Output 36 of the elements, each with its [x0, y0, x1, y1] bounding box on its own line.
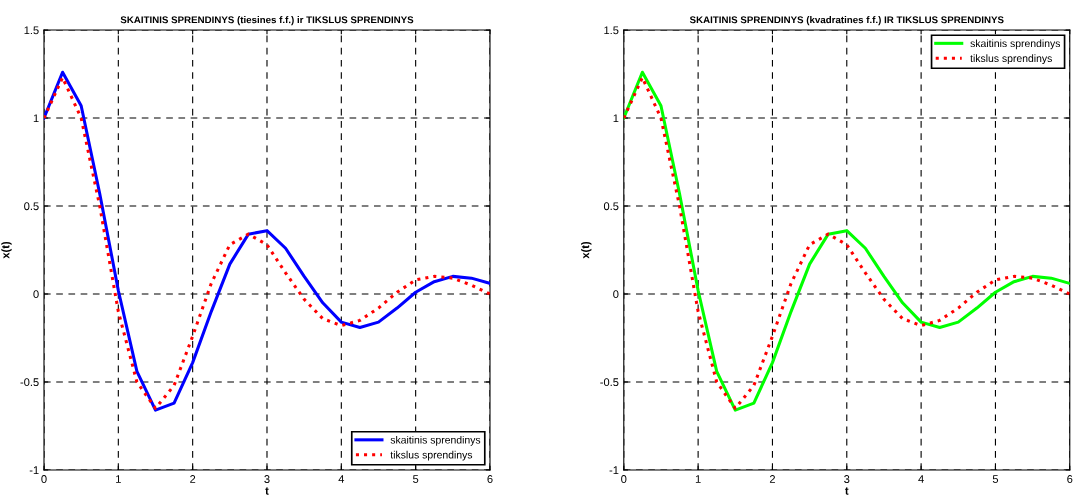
- y-tick-label: 0.5: [24, 202, 39, 211]
- x-tick-label: 4: [918, 475, 924, 483]
- x-axis-title: t: [265, 487, 269, 495]
- y-tick-label: 1: [613, 114, 619, 123]
- legend-label: tikslus sprendinys: [390, 450, 473, 461]
- y-tick-label: 0: [33, 290, 39, 299]
- y-tick-label: -0.5: [20, 378, 39, 387]
- x-tick-label: 5: [413, 475, 419, 483]
- y-tick-label: 1.5: [604, 26, 619, 35]
- y-tick-label: 0.5: [603, 202, 619, 211]
- y-axis-title: x(t): [1, 241, 12, 259]
- x-tick-label: 0: [41, 475, 47, 483]
- legend-label: skaitinis sprendinys: [970, 39, 1061, 50]
- y-axis-title: x(t): [581, 241, 592, 259]
- x-tick-label: 2: [190, 475, 196, 483]
- x-tick-label: 0: [621, 475, 627, 483]
- chart-title: SKAITINIS SPRENDINYS (kvadratines f.f.) IR TIKSLUS SPRENDINYS: [689, 16, 1004, 26]
- legend-label: skaitinis sprendinys: [390, 435, 481, 446]
- x-tick-label: 3: [264, 475, 270, 483]
- y-tick-label: -1: [29, 466, 39, 474]
- y-tick-label: -1: [609, 466, 619, 474]
- y-tick-label: 1.5: [24, 26, 39, 35]
- x-tick-label: 5: [992, 475, 999, 483]
- y-tick-label: -0.5: [600, 378, 619, 387]
- y-tick-label: 0: [613, 290, 619, 299]
- x-tick-label: 6: [487, 475, 493, 483]
- y-tick-label: 1: [33, 114, 39, 123]
- x-tick-label: 4: [338, 475, 345, 483]
- x-axis-title: t: [845, 487, 849, 495]
- x-tick-label: 3: [844, 475, 850, 483]
- legend-label: tikslus sprendinys: [970, 54, 1052, 65]
- x-tick-label: 1: [116, 475, 121, 483]
- x-tick-label: 2: [769, 475, 775, 483]
- chart-title: SKAITINIS SPRENDINYS (tiesines f.f.) ir TIKSLUS SPRENDINYS: [120, 16, 414, 26]
- x-tick-label: 1: [695, 475, 701, 483]
- x-tick-label: 6: [1067, 475, 1073, 483]
